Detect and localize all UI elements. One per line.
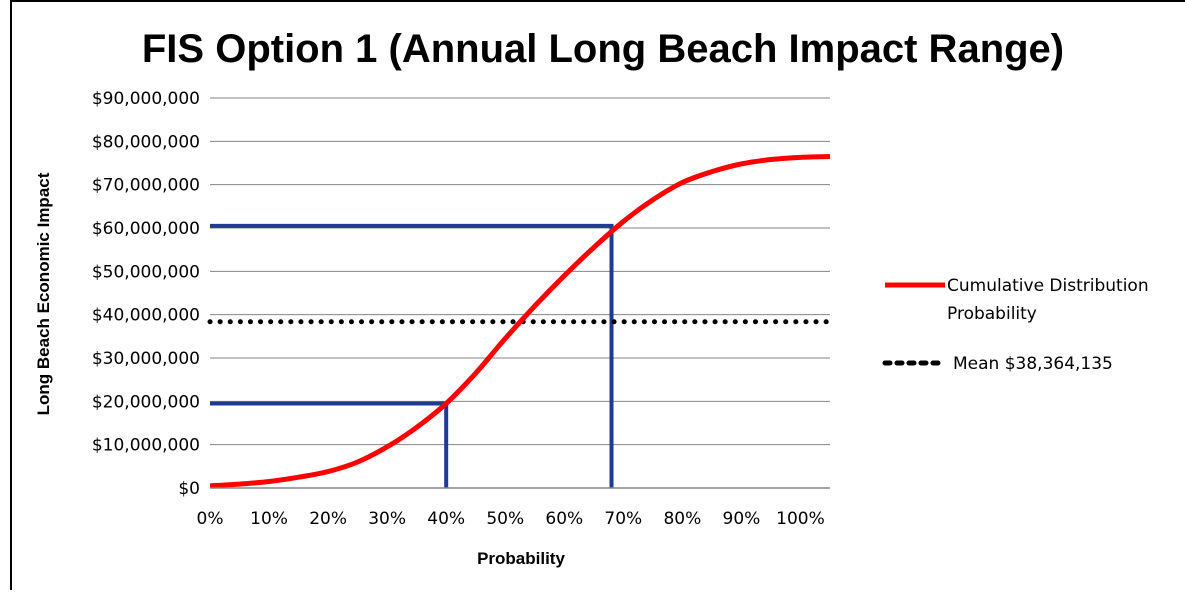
y-tick-label: $40,000,000 bbox=[92, 306, 200, 326]
chart-title: FIS Option 1 (Annual Long Beach Impact R… bbox=[142, 27, 1064, 71]
y-tick-label: $50,000,000 bbox=[92, 262, 200, 282]
chart-frame: FIS Option 1 (Annual Long Beach Impact R… bbox=[10, 0, 1185, 590]
legend-label-cdf-line2: Probability bbox=[947, 304, 1037, 324]
x-axis-ticks: 0% 10% 20% 30% 40% 50% 60% 70% 80% 90% 100% bbox=[197, 509, 825, 529]
x-tick-label: 30% bbox=[368, 509, 406, 529]
x-tick-label: 100% bbox=[776, 509, 825, 529]
x-tick-label: 70% bbox=[604, 509, 642, 529]
y-tick-label: $60,000,000 bbox=[92, 219, 200, 239]
legend-label-cdf-line1: Cumulative Distribution bbox=[947, 276, 1149, 296]
y-tick-label: $80,000,000 bbox=[92, 132, 200, 152]
x-tick-label: 60% bbox=[545, 509, 583, 529]
y-tick-label: $30,000,000 bbox=[92, 349, 200, 369]
chart: FIS Option 1 (Annual Long Beach Impact R… bbox=[34, 27, 1149, 568]
gridlines bbox=[210, 97, 830, 446]
reference-line bbox=[210, 401, 449, 488]
x-axis-title: Probability bbox=[477, 549, 565, 568]
x-tick-label: 0% bbox=[197, 509, 224, 529]
y-axis-ticks: $0 $10,000,000 $20,000,000 $30,000,000 $40,0… bbox=[92, 89, 200, 499]
legend-label-mean: Mean $38,364,135 bbox=[953, 354, 1113, 374]
y-tick-label: $20,000,000 bbox=[92, 392, 200, 412]
y-tick-label: $0 bbox=[178, 479, 200, 499]
y-tick-label: $10,000,000 bbox=[92, 436, 200, 456]
series-group bbox=[207, 154, 833, 489]
x-tick-label: 50% bbox=[486, 509, 524, 529]
y-axis-title: Long Beach Economic Impact bbox=[34, 172, 53, 415]
x-tick-label: 20% bbox=[309, 509, 347, 529]
reference-lines bbox=[210, 223, 614, 488]
x-tick-label: 10% bbox=[250, 509, 288, 529]
reference-line bbox=[210, 223, 614, 488]
y-tick-label: $90,000,000 bbox=[92, 89, 200, 109]
x-tick-label: 90% bbox=[723, 509, 761, 529]
series-cdf-line bbox=[209, 154, 831, 489]
x-tick-label: 40% bbox=[427, 509, 465, 529]
y-tick-label: $70,000,000 bbox=[92, 176, 200, 196]
legend: Cumulative Distribution Probability Mean… bbox=[882, 276, 1149, 374]
x-tick-label: 80% bbox=[663, 509, 701, 529]
